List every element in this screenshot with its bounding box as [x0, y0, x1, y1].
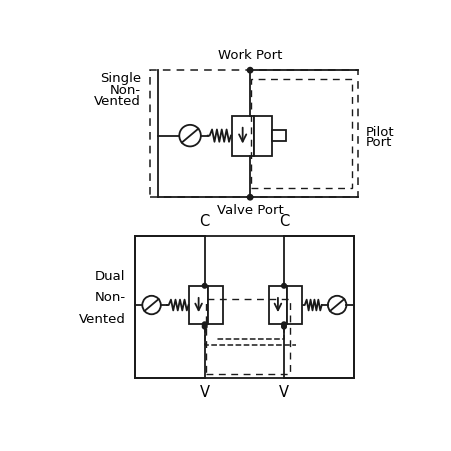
Text: Pilot: Pilot [365, 125, 393, 138]
Circle shape [202, 284, 207, 289]
Bar [268, 286, 286, 325]
Text: C: C [278, 214, 289, 229]
Text: Dual: Dual [95, 270, 125, 282]
Bar [189, 286, 207, 325]
Text: Non-: Non- [94, 291, 125, 304]
Bar [253, 116, 271, 156]
Circle shape [202, 325, 207, 329]
Text: Vented: Vented [78, 312, 125, 325]
Text: Non-: Non- [110, 84, 140, 97]
Circle shape [281, 284, 285, 289]
Text: Work Port: Work Port [217, 49, 282, 62]
Bar [205, 299, 289, 374]
Circle shape [281, 325, 285, 329]
Bar [150, 71, 357, 198]
Text: V: V [278, 385, 288, 400]
Text: Vented: Vented [94, 95, 140, 108]
Circle shape [247, 195, 252, 201]
Text: C: C [199, 214, 209, 229]
Circle shape [202, 322, 207, 327]
Bar [286, 286, 302, 325]
Text: Single: Single [99, 72, 140, 85]
Text: V: V [199, 385, 209, 400]
Bar [134, 236, 353, 378]
Bar [207, 286, 223, 325]
Text: Port: Port [365, 136, 391, 149]
Bar [251, 80, 351, 189]
Bar [231, 116, 253, 156]
Circle shape [247, 69, 252, 74]
Bar [271, 131, 285, 142]
Circle shape [281, 322, 285, 327]
Text: Valve Port: Valve Port [216, 204, 283, 217]
